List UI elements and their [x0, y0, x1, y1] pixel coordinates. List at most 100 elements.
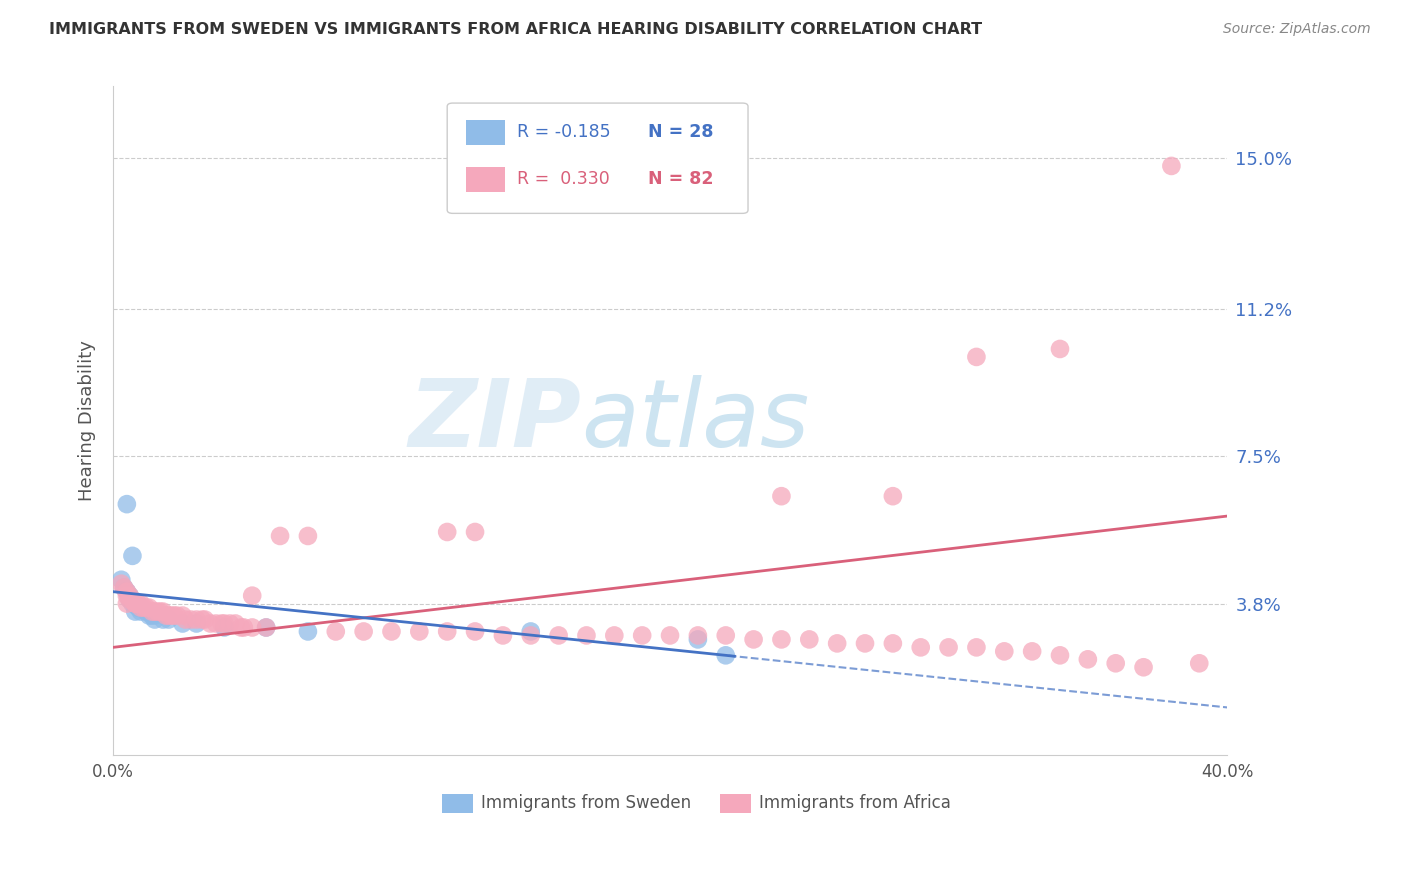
Text: N = 28: N = 28 — [648, 123, 713, 141]
Point — [965, 640, 987, 655]
Point — [408, 624, 430, 639]
Point — [143, 613, 166, 627]
Text: R =  0.330: R = 0.330 — [517, 169, 610, 187]
Point — [135, 600, 157, 615]
Point — [219, 616, 242, 631]
Point — [325, 624, 347, 639]
Point — [686, 632, 709, 647]
Point — [297, 624, 319, 639]
Point — [115, 597, 138, 611]
Point — [166, 608, 188, 623]
Point — [118, 592, 141, 607]
Point — [124, 597, 146, 611]
Point — [110, 576, 132, 591]
Point — [353, 624, 375, 639]
Bar — [441, 794, 472, 813]
Text: N = 82: N = 82 — [648, 169, 713, 187]
Point — [631, 628, 654, 642]
Point — [129, 600, 152, 615]
Point — [115, 584, 138, 599]
Point — [124, 605, 146, 619]
Point — [240, 589, 263, 603]
Point — [118, 592, 141, 607]
Point — [965, 350, 987, 364]
Point — [742, 632, 765, 647]
Point — [464, 624, 486, 639]
Point — [575, 628, 598, 642]
Point — [1188, 657, 1211, 671]
Point — [254, 620, 277, 634]
Point — [143, 605, 166, 619]
Point — [519, 628, 541, 642]
Point — [121, 592, 143, 607]
Point — [770, 632, 793, 647]
Point — [157, 608, 180, 623]
Point — [464, 524, 486, 539]
Point — [127, 597, 149, 611]
Point — [436, 624, 458, 639]
Point — [129, 597, 152, 611]
Point — [110, 573, 132, 587]
Point — [141, 608, 163, 623]
Text: R = -0.185: R = -0.185 — [517, 123, 612, 141]
FancyBboxPatch shape — [447, 103, 748, 213]
Point — [799, 632, 821, 647]
Point — [124, 597, 146, 611]
Text: IMMIGRANTS FROM SWEDEN VS IMMIGRANTS FROM AFRICA HEARING DISABILITY CORRELATION : IMMIGRANTS FROM SWEDEN VS IMMIGRANTS FRO… — [49, 22, 983, 37]
Point — [132, 600, 155, 615]
Point — [686, 628, 709, 642]
Point — [1132, 660, 1154, 674]
Point — [519, 624, 541, 639]
Point — [211, 616, 233, 631]
Point — [180, 613, 202, 627]
Bar — [467, 167, 505, 192]
Text: Immigrants from Africa: Immigrants from Africa — [759, 794, 950, 812]
Point — [155, 608, 177, 623]
Text: atlas: atlas — [581, 375, 808, 467]
Point — [200, 616, 222, 631]
Point — [882, 636, 904, 650]
Point — [112, 581, 135, 595]
Point — [240, 620, 263, 634]
Point — [993, 644, 1015, 658]
Point — [1021, 644, 1043, 658]
Point — [1049, 342, 1071, 356]
Bar — [467, 120, 505, 145]
Point — [160, 608, 183, 623]
Point — [547, 628, 569, 642]
Point — [214, 620, 236, 634]
Point — [436, 524, 458, 539]
Point — [603, 628, 626, 642]
Text: Source: ZipAtlas.com: Source: ZipAtlas.com — [1223, 22, 1371, 37]
Point — [825, 636, 848, 650]
Point — [157, 613, 180, 627]
Point — [714, 628, 737, 642]
Point — [232, 620, 254, 634]
Point — [205, 616, 228, 631]
Point — [910, 640, 932, 655]
Y-axis label: Hearing Disability: Hearing Disability — [79, 340, 96, 501]
Point — [1105, 657, 1128, 671]
Point — [254, 620, 277, 634]
Point — [174, 613, 197, 627]
Point — [1160, 159, 1182, 173]
Point — [380, 624, 402, 639]
Point — [118, 589, 141, 603]
Point — [191, 613, 214, 627]
Point — [269, 529, 291, 543]
Point — [124, 597, 146, 611]
Point — [143, 608, 166, 623]
Point — [149, 605, 172, 619]
Point — [115, 589, 138, 603]
Point — [129, 600, 152, 615]
Text: ZIP: ZIP — [408, 375, 581, 467]
Point — [121, 549, 143, 563]
Point — [163, 608, 186, 623]
Point — [194, 613, 217, 627]
Point — [118, 589, 141, 603]
Point — [186, 616, 208, 631]
Point — [186, 613, 208, 627]
Point — [138, 600, 160, 615]
Point — [882, 489, 904, 503]
Text: Immigrants from Sweden: Immigrants from Sweden — [481, 794, 690, 812]
